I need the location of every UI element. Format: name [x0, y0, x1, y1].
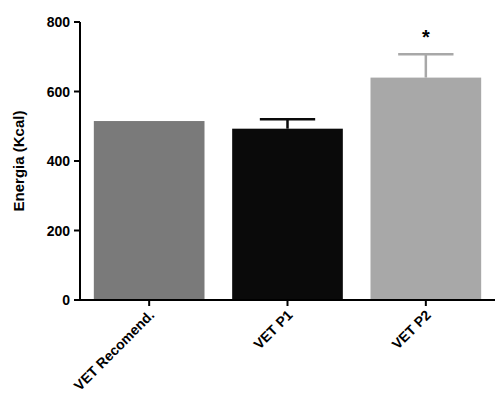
x-tick-label: VET P1 [250, 307, 296, 353]
y-tick [74, 21, 80, 23]
y-tick-label: 400 [47, 153, 71, 169]
x-tick-label: VET P2 [389, 307, 435, 353]
bar [232, 129, 343, 300]
y-tick [74, 160, 80, 162]
y-tick-label: 0 [62, 292, 70, 308]
error-bar [260, 119, 315, 128]
x-tick-label: VET Recomend. [71, 307, 158, 394]
y-axis-label: Energia (Kcal) [10, 111, 27, 212]
x-tick [148, 300, 150, 306]
error-cap [398, 53, 453, 56]
error-bar [398, 54, 453, 77]
chart-svg: 0 200 400 600 800 VET Recomend. VET P1 VET P2 En… [0, 0, 499, 420]
y-tick-label: 800 [47, 14, 71, 30]
annotation: * [422, 26, 430, 48]
y-tick [74, 230, 80, 232]
x-tick [425, 300, 427, 306]
y-tick-label: 600 [47, 84, 71, 100]
bar [371, 78, 482, 300]
error-line [286, 119, 289, 128]
y-tick [74, 91, 80, 93]
error-cap [260, 118, 315, 121]
bar [94, 121, 205, 300]
y-tick-label: 200 [47, 223, 71, 239]
chart-container: 0 200 400 600 800 VET Recomend. VET P1 VET P2 En… [0, 0, 499, 420]
y-tick [74, 299, 80, 301]
x-tick [287, 300, 289, 306]
plot-area [94, 54, 481, 300]
error-line [425, 54, 428, 77]
